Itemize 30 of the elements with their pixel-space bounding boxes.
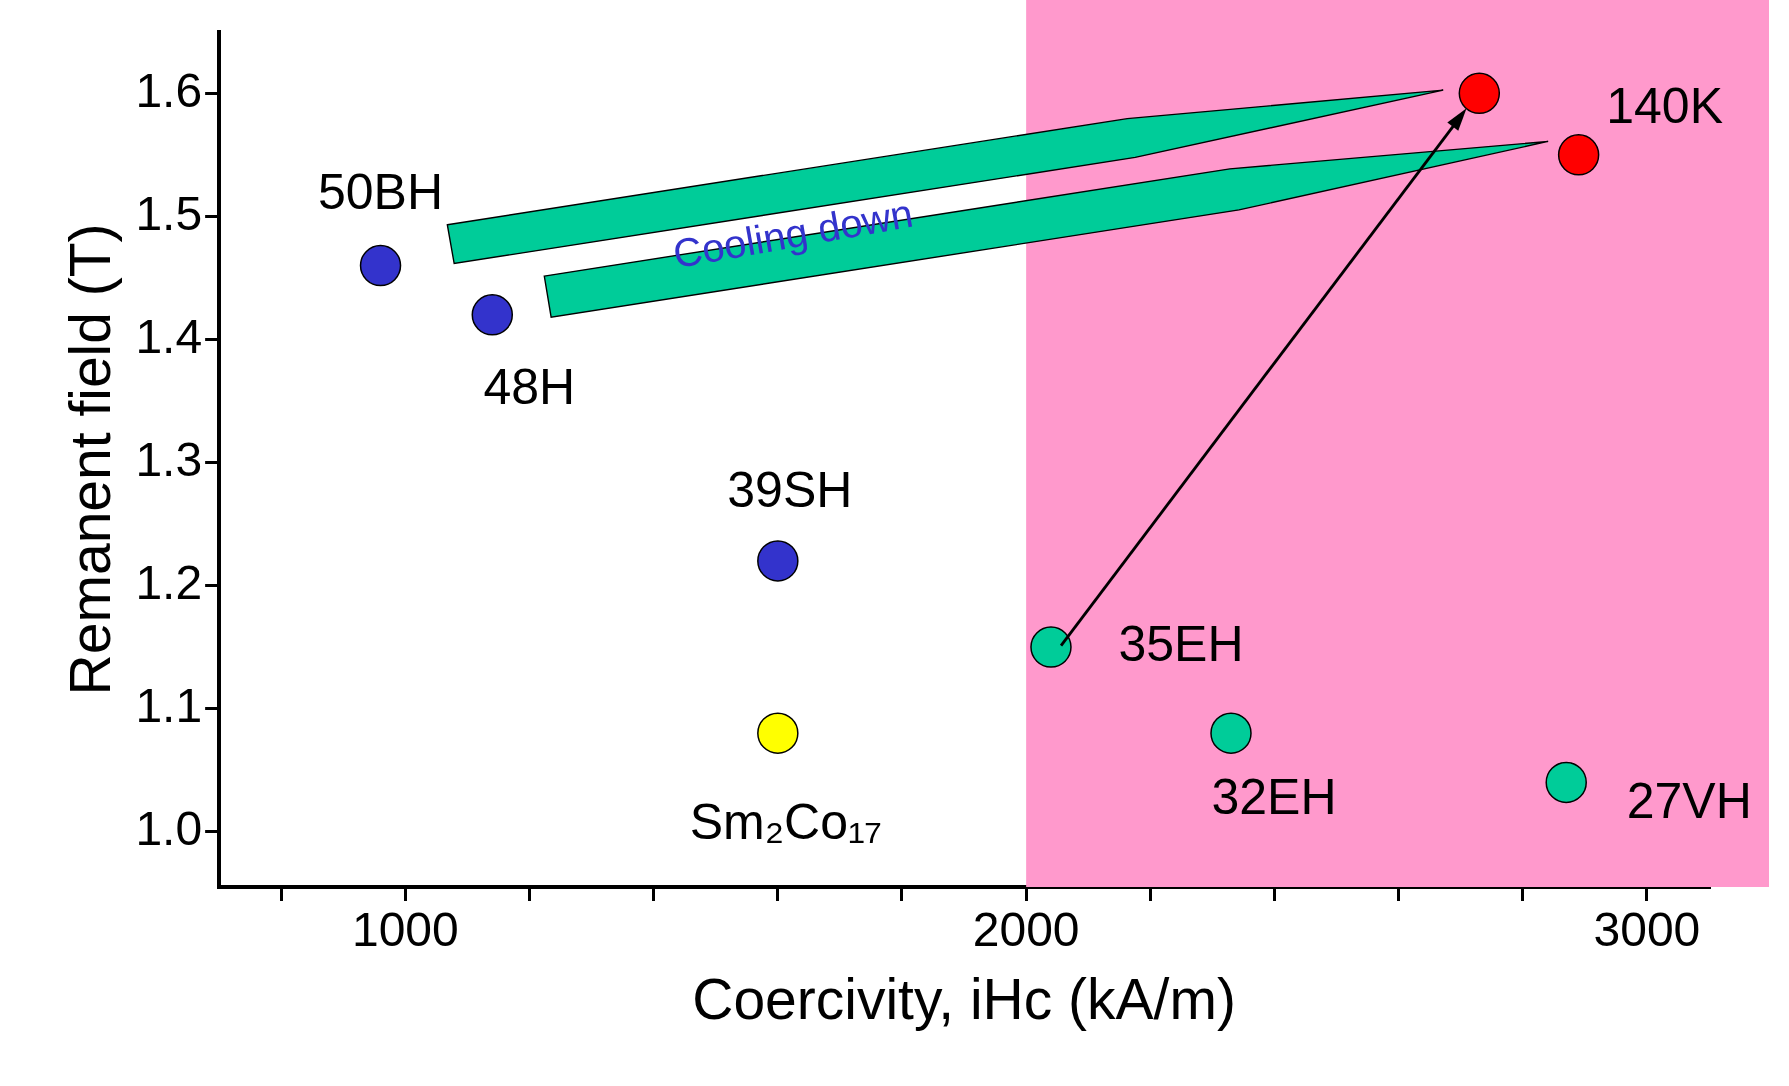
y-tick-label: 1.0 xyxy=(135,801,203,855)
y-tick-label: 1.3 xyxy=(135,432,203,486)
annotation: 48H xyxy=(483,358,576,415)
x-tick-label: 3000 xyxy=(1593,903,1701,957)
annotation: 39SH xyxy=(727,461,853,518)
y-tick-label: 1.1 xyxy=(135,678,203,732)
y-axis-title: Remanent field (T) xyxy=(57,223,122,696)
point xyxy=(1458,72,1501,115)
y-tick-label: 1.2 xyxy=(135,555,203,609)
point xyxy=(757,712,799,754)
point xyxy=(1210,712,1252,754)
y-tick-label: 1.4 xyxy=(135,309,203,363)
point xyxy=(1030,626,1072,668)
x-axis-title: Coercivity, iHc (kA/m) xyxy=(692,966,1236,1031)
annotation: 32EH xyxy=(1211,768,1337,825)
annotation: 27VH xyxy=(1626,773,1752,830)
annotation: 50BH xyxy=(317,164,444,221)
annotation: Cooling down xyxy=(669,190,917,278)
point xyxy=(757,540,799,582)
y-tick-label: 1.6 xyxy=(135,63,203,117)
point xyxy=(1557,134,1600,176)
x-tick-label: 1000 xyxy=(351,903,459,957)
annotation: 35EH xyxy=(1118,615,1244,672)
point xyxy=(1545,761,1587,804)
y-tick-label: 1.5 xyxy=(135,186,203,240)
point xyxy=(471,294,514,336)
annotation: 140K xyxy=(1606,77,1724,134)
x-tick-label: 2000 xyxy=(972,903,1080,957)
annotation: Sm₂Co₁₇ xyxy=(689,793,883,850)
point xyxy=(359,244,402,287)
